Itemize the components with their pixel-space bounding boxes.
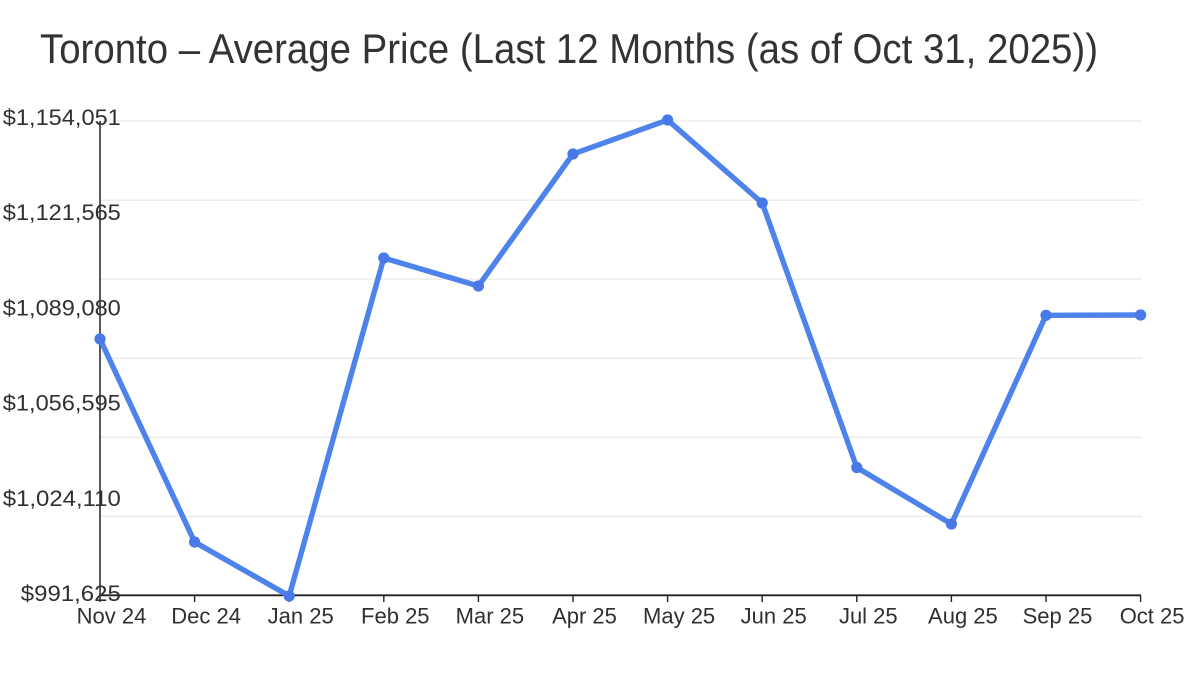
svg-text:Apr 25: Apr 25 — [552, 604, 617, 629]
svg-text:$1,024,110: $1,024,110 — [3, 486, 121, 511]
svg-text:Jul 25: Jul 25 — [839, 604, 898, 629]
svg-text:Oct 25: Oct 25 — [1120, 604, 1185, 629]
svg-text:Mar 25: Mar 25 — [456, 604, 524, 629]
svg-text:May 25: May 25 — [643, 604, 715, 629]
svg-text:$1,089,080: $1,089,080 — [3, 295, 121, 320]
svg-text:$991,625: $991,625 — [21, 581, 121, 606]
svg-text:$1,154,051: $1,154,051 — [3, 105, 121, 130]
svg-text:Aug 25: Aug 25 — [928, 604, 998, 629]
svg-text:Sep 25: Sep 25 — [1023, 604, 1093, 629]
svg-text:Nov 24: Nov 24 — [77, 604, 147, 629]
svg-text:$1,121,565: $1,121,565 — [3, 200, 121, 225]
svg-text:$1,056,595: $1,056,595 — [3, 391, 121, 416]
svg-text:Feb 25: Feb 25 — [361, 604, 430, 629]
svg-text:Jan 25: Jan 25 — [268, 604, 334, 629]
svg-text:Dec 24: Dec 24 — [171, 604, 241, 629]
svg-text:Jun 25: Jun 25 — [741, 604, 807, 629]
svg-text:Toronto – Average Price (Last: Toronto – Average Price (Last 12 Months … — [40, 25, 1098, 72]
